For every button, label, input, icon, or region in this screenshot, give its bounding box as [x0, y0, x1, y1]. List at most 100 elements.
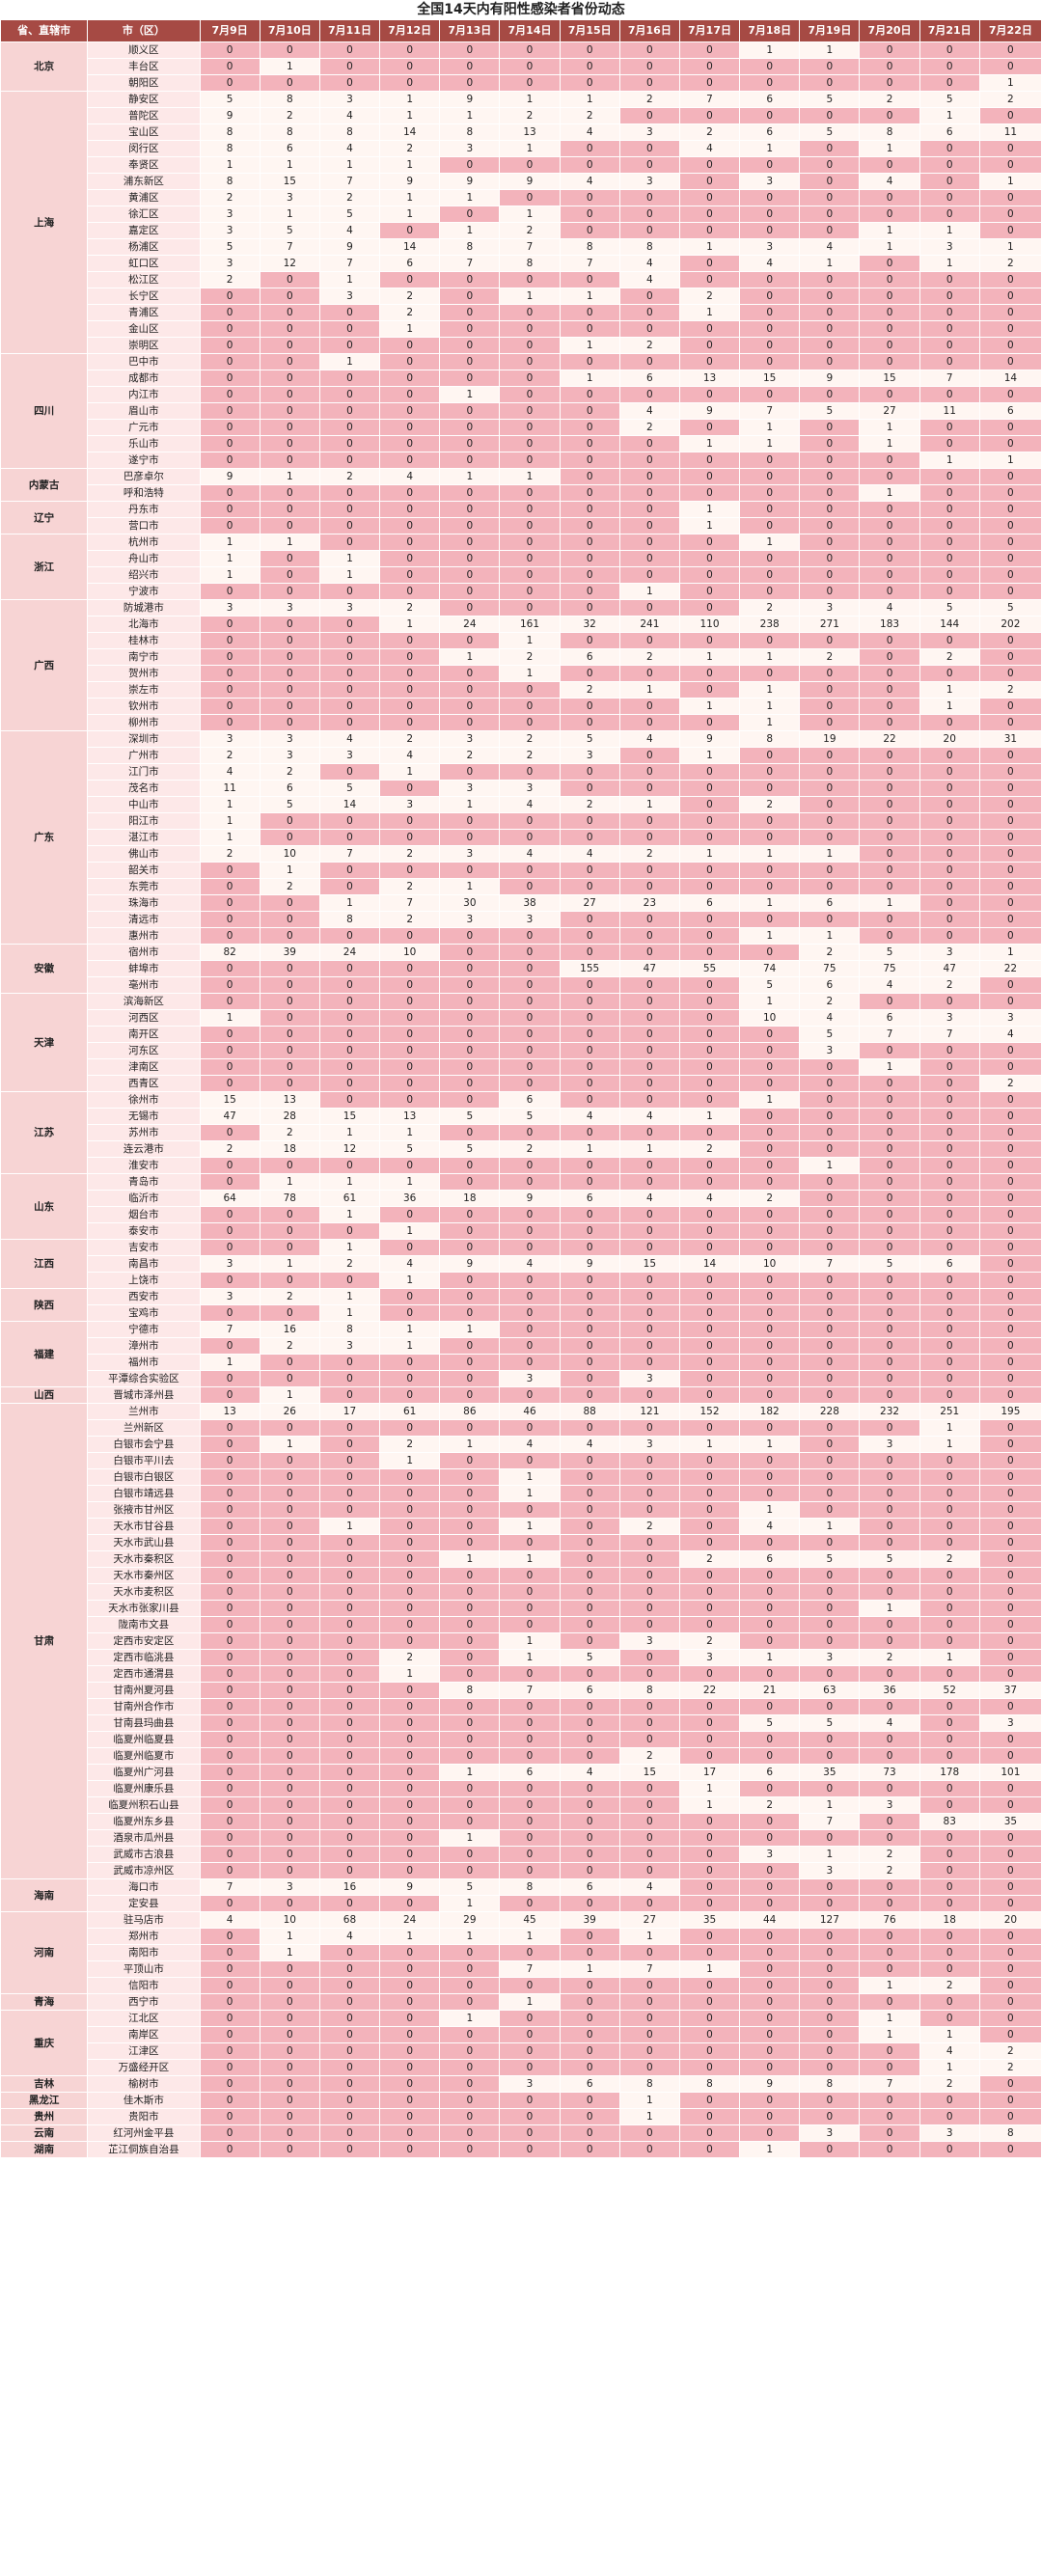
value-cell: 0 [618, 452, 680, 469]
value-cell: 1 [739, 927, 801, 945]
value-cell: 9 [499, 1190, 561, 1207]
value-cell: 1 [318, 156, 381, 174]
value-cell: 0 [919, 1140, 980, 1158]
value-cell: 0 [978, 1042, 1042, 1059]
value-cell: 4 [318, 1928, 381, 1945]
value-cell: 0 [439, 452, 501, 469]
value-cell: 4 [859, 976, 920, 994]
value-cell: 19 [799, 730, 861, 748]
city-cell: 甘南州夏河县 [87, 1682, 201, 1699]
value-cell: 0 [559, 911, 620, 928]
value-cell: 0 [739, 1665, 801, 1683]
value-cell: 0 [318, 976, 381, 994]
value-cell: 1 [318, 566, 381, 584]
value-cell: 0 [318, 927, 381, 945]
value-cell: 0 [379, 927, 441, 945]
table-row: 广州市 2 3 3 4 2 2 3 0 1 0 0 0 0 0 [1, 747, 1042, 764]
value-cell: 0 [678, 1600, 741, 1617]
value-cell: 0 [199, 2026, 260, 2043]
value-cell: 1 [379, 107, 441, 124]
value-cell: 0 [678, 714, 741, 731]
value-cell: 0 [559, 976, 620, 994]
value-cell: 7 [499, 1682, 561, 1699]
value-cell: 0 [439, 206, 501, 223]
value-cell: 0 [618, 435, 680, 452]
value-cell: 0 [499, 960, 561, 977]
value-cell: 0 [919, 1895, 980, 1912]
value-cell: 0 [919, 320, 980, 338]
value-cell: 35 [678, 1911, 741, 1929]
value-cell: 15 [618, 1255, 680, 1273]
value-cell: 0 [559, 1501, 620, 1519]
value-cell: 61 [318, 1190, 381, 1207]
value-cell: 2 [618, 91, 680, 108]
table-row: 呼和浩特 0 0 0 0 0 0 0 0 0 0 0 1 0 0 [1, 484, 1042, 502]
value-cell: 4 [618, 1878, 680, 1896]
table-row: 北海市 0 0 0 1 24 161 32 241 110 238 271 183 144 202 [1, 616, 1042, 633]
city-cell: 绍兴市 [87, 566, 201, 584]
value-cell: 0 [259, 583, 320, 600]
value-cell: 0 [618, 1386, 680, 1404]
value-cell: 0 [199, 501, 260, 518]
value-cell: 0 [259, 1714, 320, 1732]
value-cell: 4 [618, 255, 680, 272]
value-cell: 0 [978, 1157, 1042, 1174]
value-cell: 0 [919, 353, 980, 370]
value-cell: 0 [259, 714, 320, 731]
value-cell: 0 [379, 1157, 441, 1174]
value-cell: 0 [859, 41, 920, 59]
table-body: 北京 顺义区 0 0 0 0 0 0 0 0 0 1 1 0 0 0 丰台区 0 1 0 0 0 0 0 0 0 0 0 0 0 0 朝阳区 0… [0, 41, 1042, 2158]
value-cell: 0 [799, 1075, 861, 1092]
value-cell: 1 [678, 238, 741, 256]
value-cell: 0 [919, 1796, 980, 1814]
value-cell: 0 [859, 1140, 920, 1158]
value-cell: 0 [379, 1419, 441, 1437]
value-cell: 0 [618, 189, 680, 206]
table-row: 定安县 0 0 0 0 1 0 0 0 0 0 0 0 0 0 [1, 1895, 1042, 1912]
value-cell: 0 [919, 1288, 980, 1305]
value-cell: 0 [919, 1124, 980, 1141]
value-cell: 5 [799, 91, 861, 108]
table-row: 河西区 1 0 0 0 0 0 0 0 0 10 4 6 3 3 [1, 1009, 1042, 1027]
city-cell: 榆树市 [87, 2075, 201, 2093]
value-cell: 0 [618, 829, 680, 846]
value-cell: 1 [559, 91, 620, 108]
value-cell: 0 [919, 1829, 980, 1847]
value-cell: 1 [859, 2026, 920, 2043]
value-cell: 3 [919, 238, 980, 256]
value-cell: 0 [439, 2075, 501, 2093]
value-cell: 0 [559, 41, 620, 59]
value-cell: 0 [919, 1190, 980, 1207]
city-cell: 成都市 [87, 370, 201, 387]
value-cell: 3 [499, 1370, 561, 1387]
value-cell: 2 [199, 1140, 260, 1158]
table-row: 韶关市 0 1 0 0 0 0 0 0 0 0 0 0 0 0 [1, 862, 1042, 879]
value-cell: 0 [739, 1157, 801, 1174]
value-cell: 0 [439, 1796, 501, 1814]
value-cell: 15 [859, 370, 920, 387]
value-cell: 0 [859, 452, 920, 469]
province-cell: 重庆 [0, 2010, 89, 2076]
value-cell: 0 [439, 1419, 501, 1437]
city-cell: 万盛经开区 [87, 2059, 201, 2076]
value-cell: 0 [919, 829, 980, 846]
value-cell: 1 [499, 1518, 561, 1535]
value-cell: 0 [439, 1206, 501, 1223]
value-cell: 0 [859, 927, 920, 945]
province-cell: 甘肃 [0, 1403, 89, 1879]
city-cell: 茂名市 [87, 780, 201, 797]
value-cell: 0 [978, 698, 1042, 715]
city-cell: 白银市会宁县 [87, 1436, 201, 1453]
value-cell: 3 [318, 599, 381, 617]
value-cell: 1 [618, 2092, 680, 2109]
value-cell: 4 [318, 107, 381, 124]
value-cell: 0 [559, 2141, 620, 2158]
value-cell: 0 [499, 1124, 561, 1141]
value-cell: 0 [799, 1485, 861, 1502]
value-cell: 36 [859, 1682, 920, 1699]
table-row: 江门市 4 2 0 1 0 0 0 0 0 0 0 0 0 0 [1, 763, 1042, 781]
value-cell: 0 [799, 2026, 861, 2043]
city-cell: 定西市通渭县 [87, 1665, 201, 1683]
value-cell: 0 [439, 320, 501, 338]
value-cell: 0 [859, 1075, 920, 1092]
